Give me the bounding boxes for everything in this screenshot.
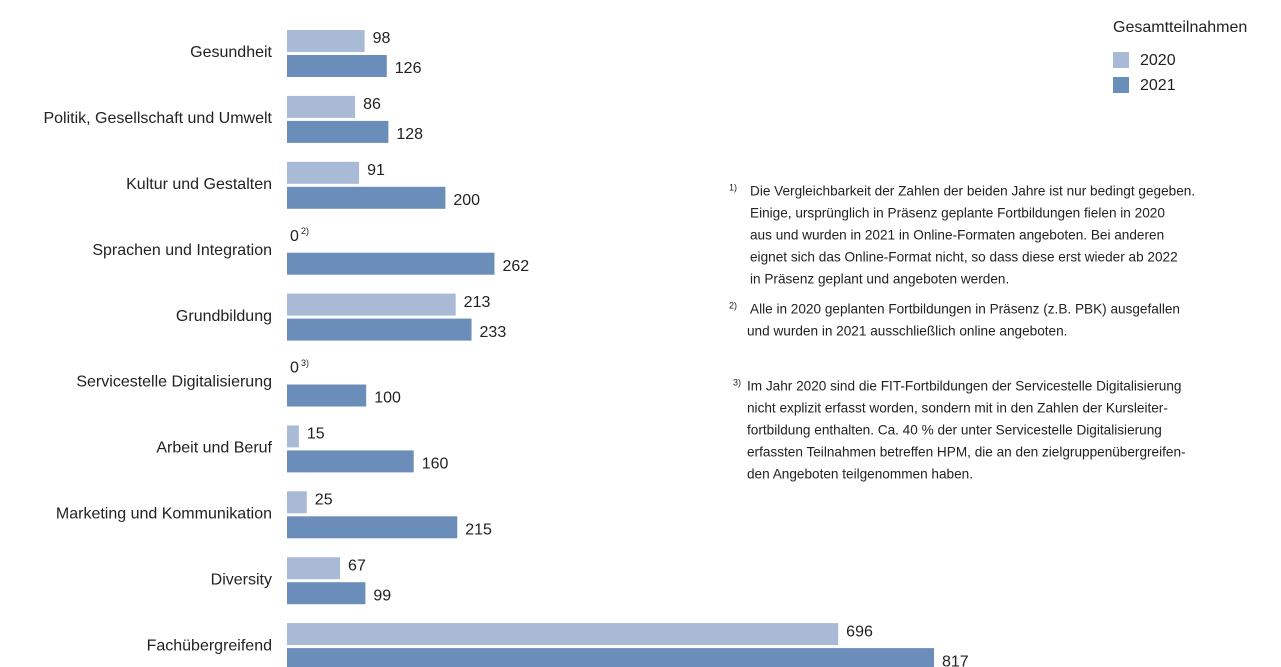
value-label: 213 [464,294,491,311]
value-label: 0 [290,360,299,377]
footnote-text: Die Vergleichbarkeit der Zahlen der beid… [750,184,1195,199]
category-label: Politik, Gesellschaft und Umwelt [43,110,272,127]
bar [287,95,356,118]
bar [287,384,367,407]
category-label: Gesundheit [190,44,272,61]
bar [287,120,389,143]
footnote-text: fortbildung enthalten. Ca. 40 % der unte… [747,423,1162,438]
value-label: 67 [348,557,366,574]
bar [287,252,495,275]
value-label: 15 [307,426,325,443]
footnote-text: den Angeboten teilgenommen haben. [747,467,973,482]
bar [287,623,839,646]
category-label: Fachübergreifend [147,637,272,654]
value-label: 215 [465,522,492,539]
category-label: Arbeit und Beruf [156,440,272,457]
footnote-text: eignet sich das Online-Format nicht, so … [750,250,1178,265]
value-label: 99 [373,587,391,604]
value-label: 100 [374,390,401,407]
footnote-text: nicht explizit erfasst worden, sondern m… [747,401,1168,416]
value-label: 126 [395,60,422,77]
footnote-text: in Präsenz geplant und angeboten werden. [750,272,1009,287]
footnote-marker: 1) [729,182,737,192]
bar [287,491,307,514]
bar [287,425,299,448]
legend-label: 2020 [1140,52,1176,69]
value-label: 200 [453,192,480,209]
value-label: 128 [396,126,423,143]
legend-swatch [1113,77,1129,93]
footnote-text: Im Jahr 2020 sind die FIT-Fortbildungen … [747,379,1181,394]
category-label: Kultur und Gestalten [126,176,272,193]
value-label: 262 [502,258,529,275]
legend-swatch [1113,52,1129,68]
legend-title: Gesamtteilnahmen [1113,19,1247,36]
footnote-text: Alle in 2020 geplanten Fortbildungen in … [750,302,1180,317]
value-label: 91 [367,162,385,179]
footnote-text: Einige, ursprünglich in Präsenz geplante… [750,206,1165,221]
bar [287,161,360,184]
bar [287,516,458,539]
bar [287,648,934,667]
bar [287,450,414,473]
bar [287,30,365,52]
legend-label: 2021 [1140,77,1176,94]
bar [287,318,472,341]
bar [287,55,387,77]
bar [287,186,446,209]
category-label: Grundbildung [176,308,272,325]
value-label: 817 [942,653,969,667]
value-label: 0 [290,228,299,245]
value-label: 25 [315,492,333,509]
footnote-text: aus und wurden in 2021 in Online-Formate… [750,228,1164,243]
value-label: 696 [846,623,873,640]
bar [287,293,456,316]
category-label: Sprachen und Integration [92,242,272,259]
footnote-marker: 2) [301,226,309,236]
footnote-text: erfassten Teilnahmen betreffen HPM, die … [747,445,1186,460]
value-label: 160 [422,456,449,473]
value-label: 98 [373,30,391,47]
category-label: Diversity [211,571,272,588]
footnote-marker: 3) [301,358,309,368]
footnote-text: und wurden in 2021 ausschließlich online… [747,324,1067,339]
category-label: Marketing und Kommunikation [56,506,272,523]
bar [287,582,366,605]
footnote-marker: 3) [733,377,741,387]
category-label: Servicestelle Digitalisierung [76,374,272,391]
value-label: 233 [480,324,507,341]
value-label: 86 [363,96,381,113]
footnote-marker: 2) [729,300,737,310]
bar [287,557,341,580]
